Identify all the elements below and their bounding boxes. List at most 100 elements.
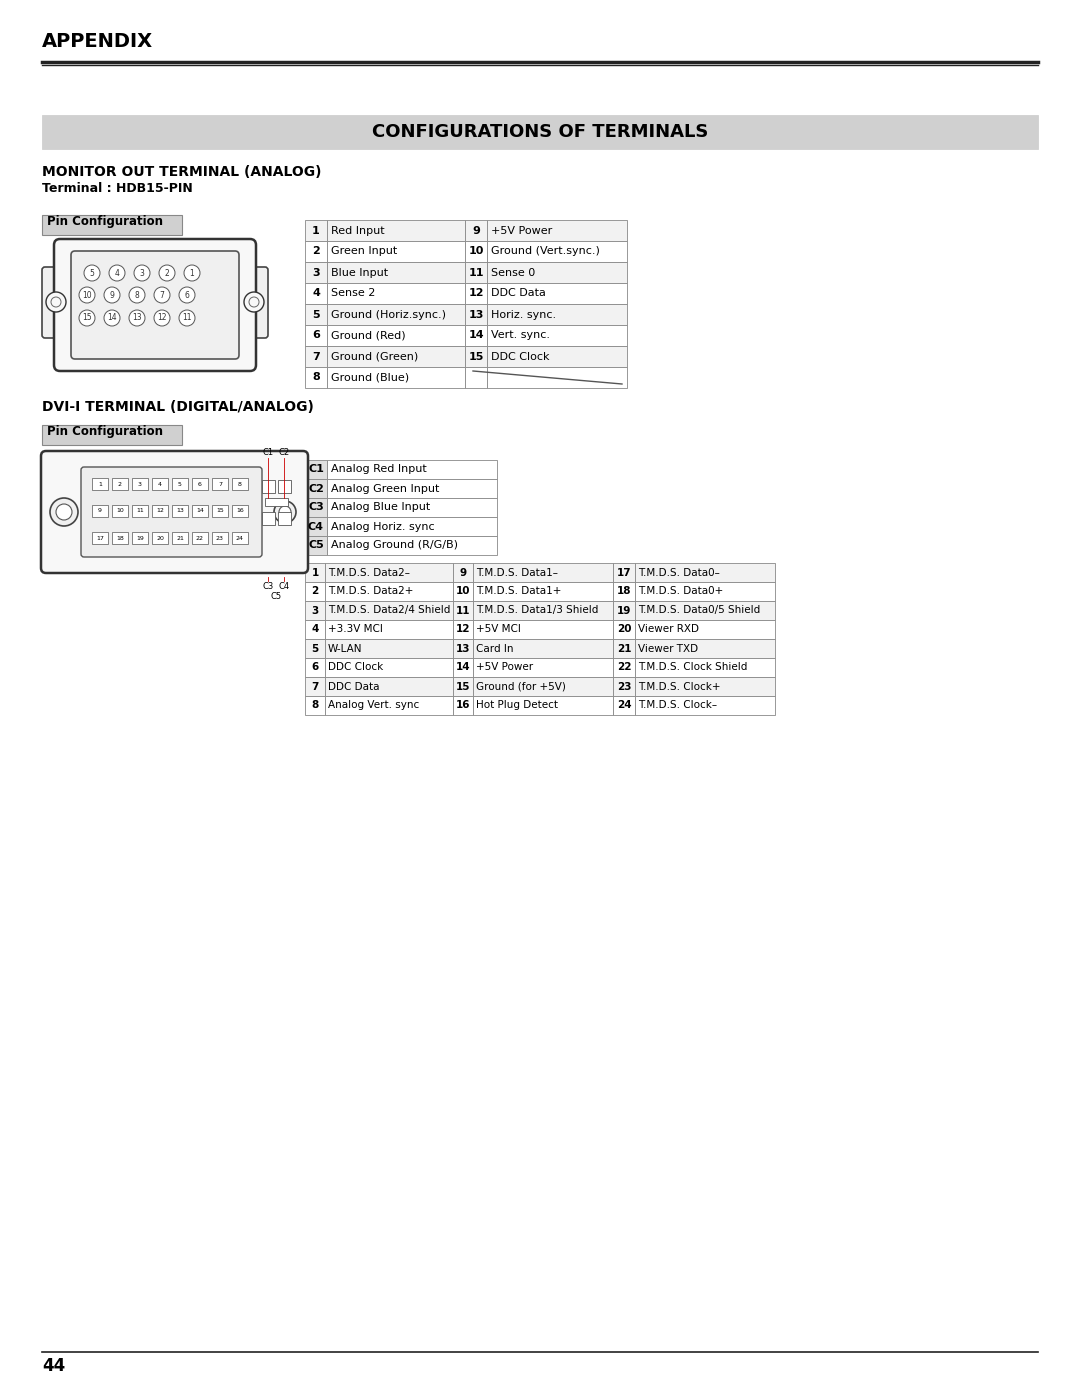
Bar [473, 638, 613, 658]
Bar [305, 242, 327, 263]
Text: 7: 7 [312, 352, 320, 362]
Circle shape [154, 286, 170, 303]
Circle shape [274, 502, 296, 522]
Text: W-LAN: W-LAN [328, 644, 363, 654]
Bar [305, 696, 325, 715]
Bar [112, 504, 129, 517]
Text: Ground (Blue): Ground (Blue) [330, 373, 409, 383]
Circle shape [79, 286, 95, 303]
Bar [262, 481, 275, 493]
Bar [305, 263, 327, 284]
Text: 12: 12 [456, 624, 470, 634]
Text: +5V Power: +5V Power [476, 662, 534, 672]
Text: 8: 8 [311, 700, 319, 711]
Bar [327, 536, 497, 555]
Text: CONFIGURATIONS OF TERMINALS: CONFIGURATIONS OF TERMINALS [372, 123, 708, 141]
Text: Pin Configuration: Pin Configuration [48, 215, 163, 228]
Text: 13: 13 [176, 509, 184, 514]
Circle shape [179, 310, 195, 326]
Bar [327, 367, 465, 388]
Text: DDC Data: DDC Data [328, 682, 379, 692]
Bar [192, 478, 208, 490]
Text: 10: 10 [117, 509, 124, 514]
Bar [305, 620, 325, 638]
Text: T.M.D.S. Data0+: T.M.D.S. Data0+ [638, 587, 724, 597]
Text: Sense 2: Sense 2 [330, 289, 376, 299]
Text: C2: C2 [308, 483, 324, 493]
Bar [212, 504, 228, 517]
Text: 2: 2 [164, 268, 170, 278]
Bar [172, 532, 188, 543]
Bar [42, 115, 1038, 149]
Bar [635, 638, 775, 658]
Circle shape [134, 265, 150, 281]
Text: MONITOR OUT TERMINAL (ANALOG): MONITOR OUT TERMINAL (ANALOG) [42, 165, 322, 179]
Text: Ground (Vert.sync.): Ground (Vert.sync.) [491, 246, 599, 257]
Text: T.M.D.S. Clock–: T.M.D.S. Clock– [638, 700, 717, 711]
Bar [453, 563, 473, 583]
Bar [613, 601, 635, 620]
Text: T.M.D.S. Data0/5 Shield: T.M.D.S. Data0/5 Shield [638, 605, 760, 616]
Text: T.M.D.S. Data0–: T.M.D.S. Data0– [638, 567, 720, 577]
Bar [327, 284, 465, 305]
Text: C2: C2 [279, 448, 289, 457]
Text: 16: 16 [456, 700, 470, 711]
Text: 8: 8 [238, 482, 242, 486]
Text: Blue Input: Blue Input [330, 267, 388, 278]
Bar [152, 532, 168, 543]
Text: Pin Configuration: Pin Configuration [48, 425, 163, 439]
Circle shape [154, 310, 170, 326]
Bar [305, 601, 325, 620]
Bar [232, 504, 248, 517]
Text: 12: 12 [469, 289, 484, 299]
Bar [172, 478, 188, 490]
Bar [487, 242, 627, 263]
Text: 6: 6 [312, 331, 320, 341]
Text: Analog Red Input: Analog Red Input [330, 464, 427, 475]
Bar [278, 511, 291, 525]
Text: DDC Data: DDC Data [491, 289, 545, 299]
Bar [613, 563, 635, 583]
Bar [325, 601, 453, 620]
Bar [327, 219, 465, 242]
Text: 5: 5 [311, 644, 319, 654]
Bar [465, 367, 487, 388]
Text: 12: 12 [158, 313, 166, 323]
Text: 6: 6 [185, 291, 189, 299]
Text: T.M.D.S. Clock+: T.M.D.S. Clock+ [638, 682, 720, 692]
Bar [305, 367, 327, 388]
Bar [635, 583, 775, 601]
FancyBboxPatch shape [41, 451, 308, 573]
Text: 4: 4 [158, 482, 162, 486]
Text: DDC Clock: DDC Clock [328, 662, 383, 672]
Circle shape [129, 310, 145, 326]
Text: 8: 8 [312, 373, 320, 383]
Bar [327, 479, 497, 497]
Text: 8: 8 [135, 291, 139, 299]
Text: 11: 11 [136, 509, 144, 514]
Bar [325, 563, 453, 583]
Text: DDC Clock: DDC Clock [491, 352, 550, 362]
Text: T.M.D.S. Data2–: T.M.D.S. Data2– [328, 567, 410, 577]
Text: 20: 20 [157, 535, 164, 541]
Text: Card In: Card In [476, 644, 513, 654]
Text: 23: 23 [216, 535, 224, 541]
Text: C3: C3 [308, 503, 324, 513]
Text: Viewer TXD: Viewer TXD [638, 644, 698, 654]
Bar [453, 638, 473, 658]
Text: 7: 7 [160, 291, 164, 299]
Bar [327, 326, 465, 346]
Bar [327, 517, 497, 536]
Text: 14: 14 [107, 313, 117, 323]
Bar [305, 517, 327, 536]
Circle shape [279, 506, 291, 518]
Bar [635, 620, 775, 638]
Bar [465, 284, 487, 305]
Bar [487, 263, 627, 284]
Bar [325, 678, 453, 696]
Text: 1: 1 [190, 268, 194, 278]
Circle shape [84, 265, 100, 281]
Text: 24: 24 [237, 535, 244, 541]
Bar [487, 326, 627, 346]
Text: C1: C1 [262, 448, 273, 457]
